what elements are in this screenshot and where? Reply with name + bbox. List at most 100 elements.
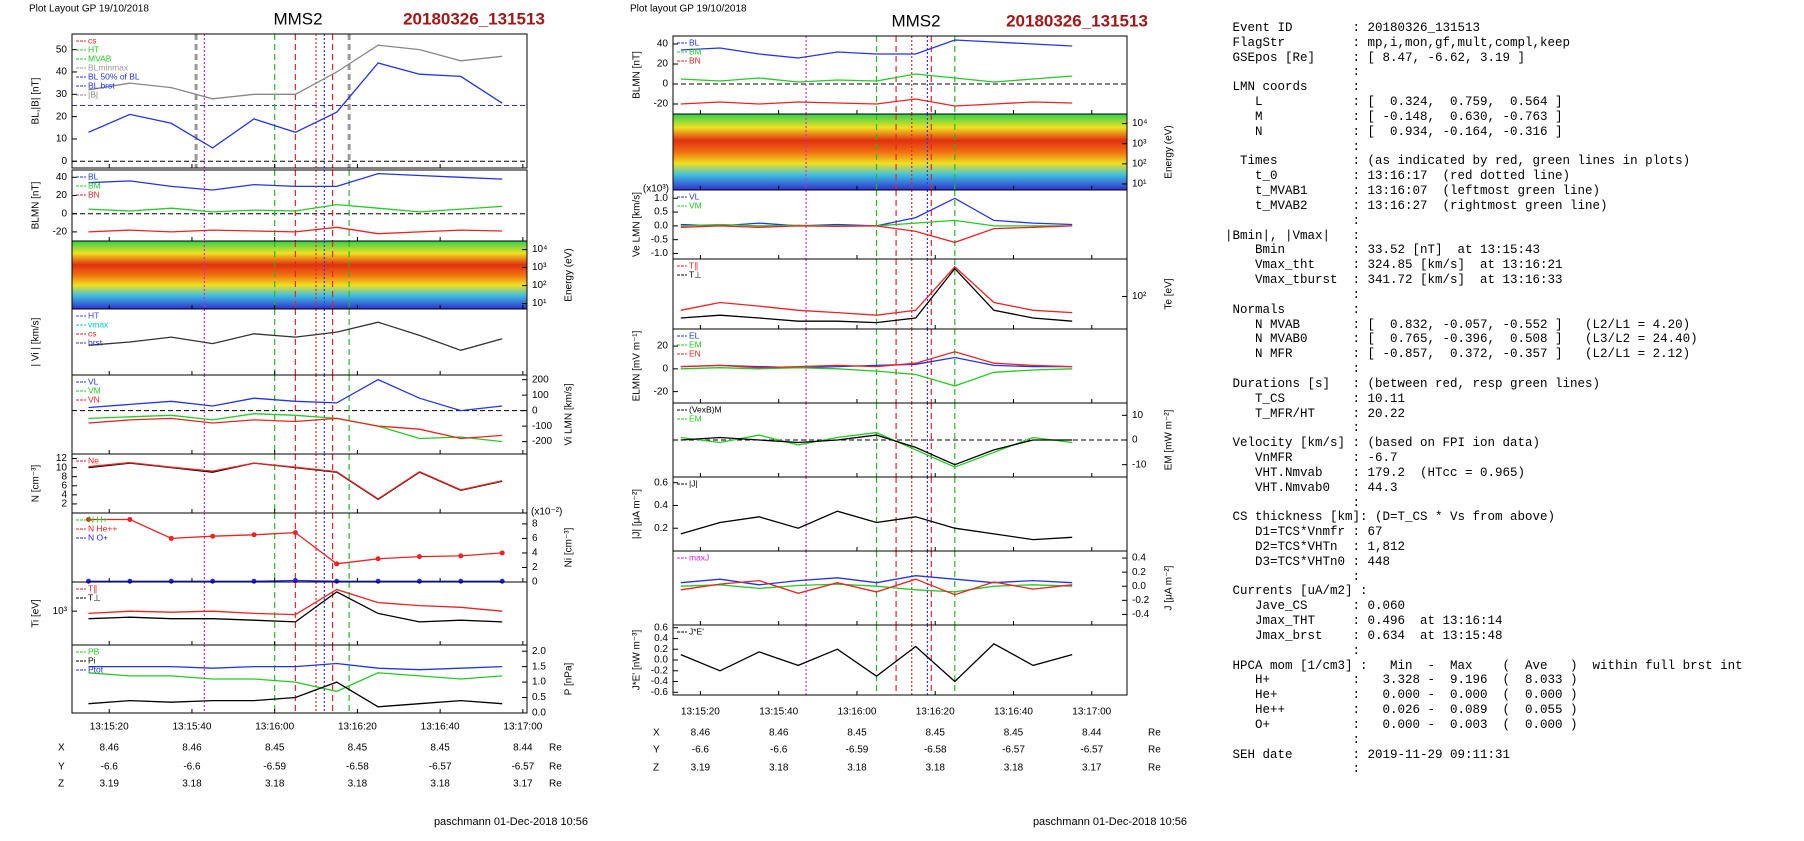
info-line: Durations [s] : (between red, resp green…	[1225, 376, 1601, 391]
data-point	[334, 578, 340, 584]
legend-label: T⊥	[689, 269, 702, 279]
ephemeris-name: X	[653, 728, 660, 739]
info-line: :	[1225, 139, 1361, 154]
panel-frame	[71, 644, 528, 714]
info-line: :	[1225, 569, 1361, 584]
y-tick-label: 0.2	[654, 644, 668, 655]
y-tick-label: 10¹	[532, 298, 547, 309]
series-line	[680, 265, 1073, 316]
ephemeris-value: 8.44	[1082, 728, 1102, 739]
y-tick-label: 10²	[1132, 158, 1147, 169]
info-line: VHT.Nmvab0 : 44.3	[1225, 480, 1398, 495]
panel-frame	[672, 624, 1128, 696]
y-tick-label: -20	[654, 386, 669, 397]
ephemeris-value: -6.58	[346, 762, 369, 773]
y-tick-label: -20	[654, 99, 669, 110]
series-line	[680, 98, 1073, 107]
panel-frame	[672, 258, 1128, 330]
y-axis-label: |J| [μA m⁻²]	[632, 489, 643, 539]
panel-frame	[71, 308, 528, 376]
panel-frame	[71, 33, 528, 169]
legend-label: N He++	[88, 523, 117, 533]
series-line	[88, 413, 503, 443]
legend-label: VM	[88, 385, 101, 395]
ephemeris-name: Y	[653, 745, 660, 756]
y-axis-label: Vi LMN [km/s]	[564, 383, 575, 445]
ephemeris-value: -6.58	[924, 745, 947, 756]
ephemeris-value: 8.45	[1004, 728, 1024, 739]
figure-title: MMS2	[891, 11, 940, 30]
y-axis-label: ELMN [mV m⁻¹]	[632, 330, 643, 401]
info-line: Event ID : 20180326_131513	[1225, 21, 1481, 35]
series-line	[680, 267, 1073, 324]
info-line: :	[1225, 287, 1361, 302]
y-tick-label: -20	[53, 227, 68, 238]
info-line: Velocity [km/s] : (based on FPI ion data…	[1225, 436, 1541, 451]
y-tick-label: 10³	[532, 262, 547, 273]
series-line	[680, 434, 1073, 466]
ephemeris-unit: Re	[549, 762, 562, 773]
y-tick-label: 20	[657, 59, 669, 70]
y-tick-label: 20	[56, 111, 68, 122]
ephemeris-value: 3.18	[769, 763, 789, 774]
y-tick-label: 30	[56, 89, 68, 100]
data-point	[416, 554, 422, 560]
y-tick-label: 10²	[532, 280, 547, 291]
legend-label: VL	[689, 191, 700, 201]
info-line: :	[1225, 213, 1361, 228]
ephemeris-value: 3.18	[847, 763, 867, 774]
legend-label: BL	[689, 37, 700, 47]
legend-label: EL	[689, 330, 700, 340]
y-tick-label: 50	[56, 44, 68, 55]
y-tick-label: -100	[532, 421, 552, 432]
info-line: Bmin : 33.52 [nT] at 13:15:43	[1225, 243, 1541, 258]
ephemeris-value: -6.57	[1002, 745, 1025, 756]
y-tick-label: 0	[662, 363, 668, 374]
ephemeris-unit: Re	[1148, 763, 1161, 774]
y-tick-label: -0.6	[651, 687, 669, 698]
series-line	[680, 73, 1073, 83]
info-line: Jmax_THT : 0.496 at 13:16:14	[1225, 614, 1503, 629]
series-line	[680, 225, 1073, 244]
ephemeris-value: -6.6	[101, 762, 119, 773]
y-tick-label: 2.0	[532, 646, 546, 657]
y-tick-label: 40	[56, 67, 68, 78]
y-tick-label: 10²	[1132, 291, 1147, 302]
y-tick-label: 10	[56, 134, 68, 145]
info-line: He++ : 0.026 - 0.089 ( 0.055 )	[1225, 703, 1578, 718]
ephemeris-value: 3.17	[513, 779, 533, 790]
info-line: Normals :	[1225, 302, 1361, 317]
y-axis-label: | Vi | [km/s]	[31, 317, 42, 366]
series-line	[88, 62, 503, 149]
ephemeris-value: -6.57	[1080, 745, 1103, 756]
y-axis-label: Ti [eV]	[31, 599, 42, 628]
info-line: VnMFR : -6.7	[1225, 451, 1398, 466]
panel: 0 2 4 6 8 Ni [cm⁻³](x10⁻²) N H+N He++N O+	[71, 507, 575, 588]
series-line	[88, 378, 503, 412]
series-line	[680, 578, 1073, 596]
legend-label: brst	[88, 337, 103, 347]
info-line: He+ : 0.000 - 0.000 ( 0.000 )	[1225, 688, 1578, 703]
info-line: GSEpos [Re] : [ 8.47, -6.62, 3.19 ]	[1225, 50, 1526, 65]
panel: 10³ Ti [eV] T∥T⊥	[31, 581, 528, 646]
series-line	[88, 44, 503, 100]
panel: 10² Te [eV] T∥T⊥	[672, 258, 1175, 330]
y-tick-label: 40	[56, 172, 68, 183]
data-point	[458, 553, 464, 559]
series-line	[680, 367, 1073, 387]
ephemeris-value: -6.59	[263, 762, 286, 773]
x-tick-label: 13:15:40	[759, 707, 798, 718]
ephemeris-value: -6.57	[429, 762, 452, 773]
panel-frame	[71, 581, 528, 646]
y-axis-label: BL,|B| [nT]	[31, 77, 42, 124]
y-tick-label: 10¹	[1132, 179, 1147, 190]
y-tick-label: -0.4	[651, 676, 669, 687]
panel-frame	[71, 512, 528, 583]
legend-label: BM	[689, 46, 702, 56]
legend-label: T⊥	[88, 592, 101, 602]
